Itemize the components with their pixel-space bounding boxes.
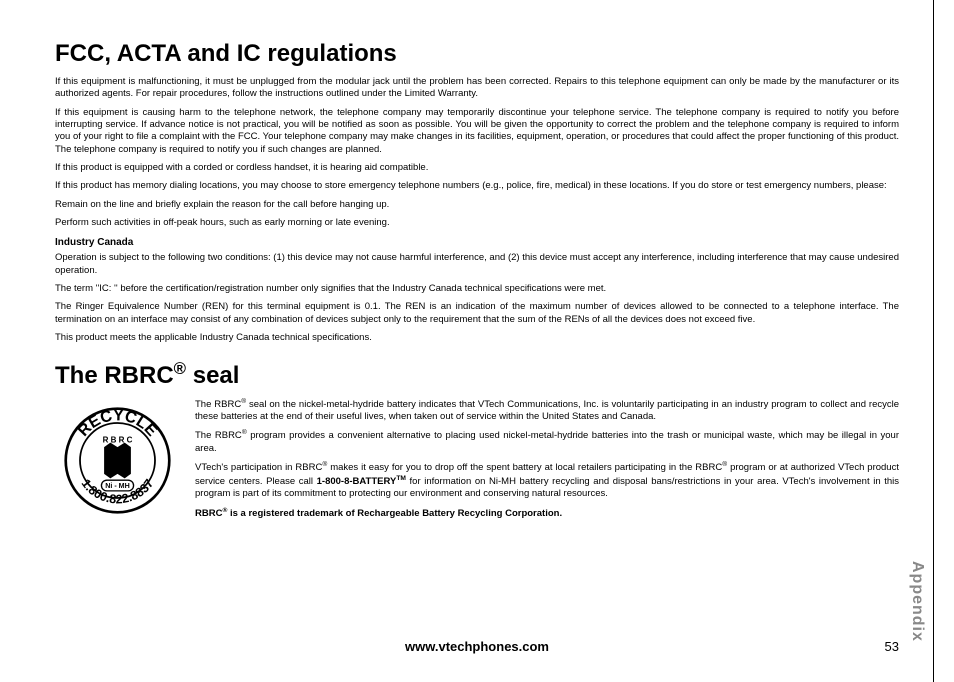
footer-url: www.vtechphones.com (405, 639, 549, 654)
para-1: If this equipment is malfunctioning, it … (55, 76, 899, 101)
s3f: 1-800-8-BATTERY (317, 476, 397, 487)
heading-rbrc-a: The RBRC (55, 362, 174, 389)
seal-para-3: VTech's participation in RBRC® makes it … (195, 461, 899, 500)
heading-rbrc-c: seal (186, 362, 239, 389)
para-10: This product meets the applicable Indust… (55, 332, 899, 344)
footer: www.vtechphones.com 53 (55, 639, 899, 654)
side-label-appendix: Appendix (908, 561, 926, 642)
para-5: Remain on the line and briefly explain t… (55, 199, 899, 211)
s4a: RBRC (195, 508, 222, 519)
para-7: Operation is subject to the following tw… (55, 252, 899, 277)
para-4: If this product has memory dialing locat… (55, 180, 899, 192)
para-2: If this equipment is causing harm to the… (55, 107, 899, 156)
s4c: is a registered trademark of Rechargeabl… (227, 508, 562, 519)
svg-text:Ni - MH: Ni - MH (105, 482, 130, 490)
s2c: program provides a convenient alternativ… (195, 431, 899, 454)
s1a: The RBRC (195, 399, 241, 410)
s1c: seal on the nickel-metal-hydride battery… (195, 399, 899, 422)
heading-rbrc: The RBRC® seal (55, 359, 899, 390)
seal-para-2: The RBRC® program provides a convenient … (195, 429, 899, 455)
subhead-industry-canada: Industry Canada (55, 237, 899, 248)
heading-rbrc-reg: ® (174, 359, 186, 378)
rbrc-logo: RECYCLE 1.800.822.8837 R B R C Ni - MH (55, 398, 180, 528)
s2a: The RBRC (195, 431, 242, 442)
para-6: Perform such activities in off-peak hour… (55, 217, 899, 229)
seal-para-4: RBRC® is a registered trademark of Recha… (195, 507, 899, 521)
heading-fcc: FCC, ACTA and IC regulations (55, 40, 899, 68)
seal-para-1: The RBRC® seal on the nickel-metal-hydri… (195, 398, 899, 424)
para-3: If this product is equipped with a corde… (55, 162, 899, 174)
page-number: 53 (885, 639, 899, 654)
para-8: The term ''IC: '' before the certificati… (55, 283, 899, 295)
s3g: TM (396, 475, 406, 482)
s3c: makes it easy for you to drop off the sp… (327, 462, 722, 473)
page-divider (933, 0, 934, 682)
svg-text:R B R C: R B R C (103, 435, 133, 444)
s3a: VTech's participation in RBRC (195, 462, 322, 473)
para-9: The Ringer Equivalence Number (REN) for … (55, 301, 899, 326)
